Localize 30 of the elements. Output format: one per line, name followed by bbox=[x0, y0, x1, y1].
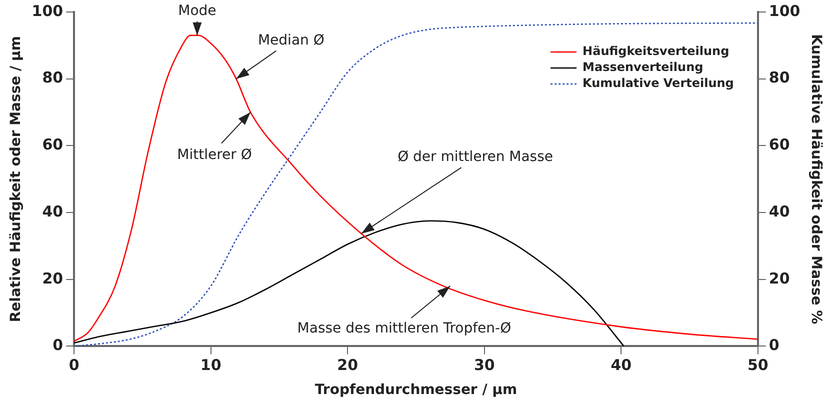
y2-tick-label: 20 bbox=[768, 269, 790, 288]
x-tick-label: 50 bbox=[747, 356, 768, 374]
y-tick-label: 20 bbox=[42, 269, 64, 288]
legend-label: Massenverteilung bbox=[582, 60, 704, 74]
y-tick-label: 80 bbox=[42, 68, 64, 87]
annotation: Mode bbox=[178, 3, 216, 20]
x-tick-label: 0 bbox=[68, 356, 80, 374]
y2-tick-label: 40 bbox=[768, 202, 790, 220]
x-axis-title: Tropfendurchmesser / µm bbox=[314, 382, 518, 398]
legend-label: Häufigkeitsverteilung bbox=[582, 44, 730, 58]
legend-label: Kumulative Verteilung bbox=[582, 76, 734, 90]
y2-tick-label: 100 bbox=[768, 2, 800, 20]
annotation: Ø der mittleren Masse bbox=[398, 149, 554, 166]
line-series bbox=[74, 220, 625, 346]
y-axis-title: Relative Häufigkeit oder Masse / µm bbox=[8, 36, 24, 322]
x-tick-label: 30 bbox=[474, 356, 495, 374]
y2-tick-label: 80 bbox=[768, 68, 790, 87]
annotation: Mittlerer Ø bbox=[177, 146, 252, 163]
y-tick-label: 0 bbox=[52, 336, 64, 354]
x-tick-label: 40 bbox=[610, 356, 632, 374]
annotation: Median Ø bbox=[258, 32, 324, 48]
x-tick-label: 20 bbox=[337, 356, 358, 374]
y2-tick-label: 60 bbox=[768, 136, 790, 154]
annotation: Masse des mittleren Tropfen-Ø bbox=[297, 320, 512, 337]
y-tick-label: 40 bbox=[42, 202, 64, 220]
y2-axis-title: Kumulative Häufigkeit oder Masse % bbox=[808, 34, 824, 324]
y2-tick-label: 0 bbox=[768, 336, 780, 354]
x-tick-label: 10 bbox=[200, 356, 222, 374]
y-tick-label: 100 bbox=[32, 2, 64, 20]
y-tick-label: 60 bbox=[42, 136, 64, 154]
